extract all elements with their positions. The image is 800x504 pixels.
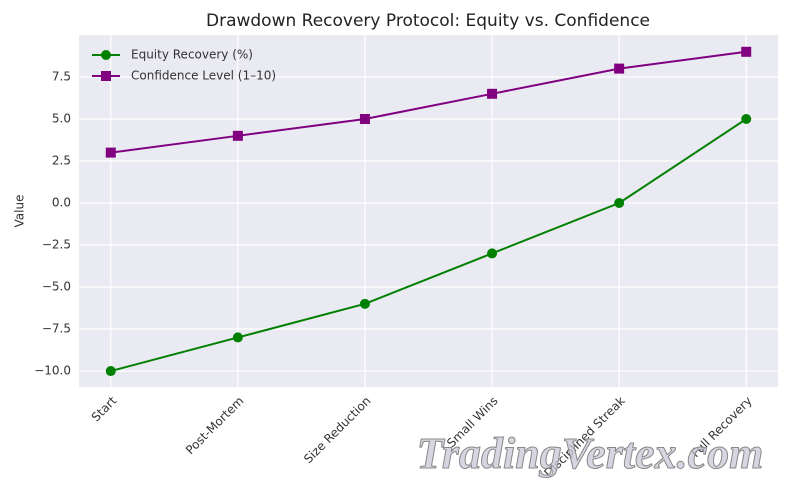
data-point <box>741 46 752 57</box>
legend-label: Confidence Level (1–10) <box>131 69 276 83</box>
y-tick-label: −7.5 <box>42 322 71 336</box>
data-point <box>359 114 370 125</box>
y-tick-label: 5.0 <box>52 112 71 126</box>
data-point <box>105 147 116 158</box>
series-line <box>110 50 747 154</box>
y-tick-label: −2.5 <box>42 238 71 252</box>
plot-area <box>79 35 778 387</box>
data-point <box>232 332 243 343</box>
data-point <box>359 298 370 309</box>
legend-label: Equity Recovery (%) <box>131 48 253 62</box>
data-point <box>741 114 752 125</box>
data-point <box>232 130 243 141</box>
data-point <box>487 88 498 99</box>
chart-title: Drawdown Recovery Protocol: Equity vs. C… <box>206 11 650 31</box>
y-tick-label: −5.0 <box>42 280 71 294</box>
y-axis-label: Value <box>13 195 27 228</box>
y-tick-label: −10.0 <box>34 364 71 378</box>
data-point <box>487 248 498 259</box>
legend-marker <box>101 71 111 81</box>
watermark: TradingVertex.com <box>417 429 764 478</box>
data-point <box>105 366 116 377</box>
series-line <box>110 118 747 373</box>
y-tick-label: 0.0 <box>52 196 71 210</box>
y-tick-label: 2.5 <box>52 154 71 168</box>
y-tick-label: 7.5 <box>52 70 71 84</box>
x-tick-label: Size Reduction <box>301 394 373 466</box>
legend-marker <box>101 50 111 60</box>
data-point <box>614 63 625 74</box>
x-tick-label: Post-Mortem <box>183 394 247 458</box>
data-point <box>614 198 625 209</box>
x-tick-label: Start <box>89 393 120 424</box>
